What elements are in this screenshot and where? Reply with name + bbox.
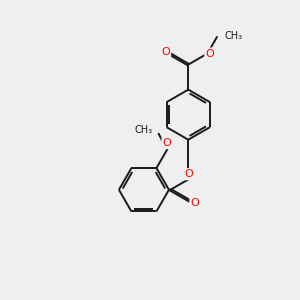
Text: CH₃: CH₃	[135, 125, 153, 135]
Text: O: O	[163, 138, 171, 148]
Text: CH₃: CH₃	[224, 31, 242, 40]
Text: O: O	[184, 169, 193, 179]
Text: O: O	[190, 198, 199, 208]
Text: O: O	[161, 47, 170, 57]
Text: O: O	[206, 49, 214, 58]
